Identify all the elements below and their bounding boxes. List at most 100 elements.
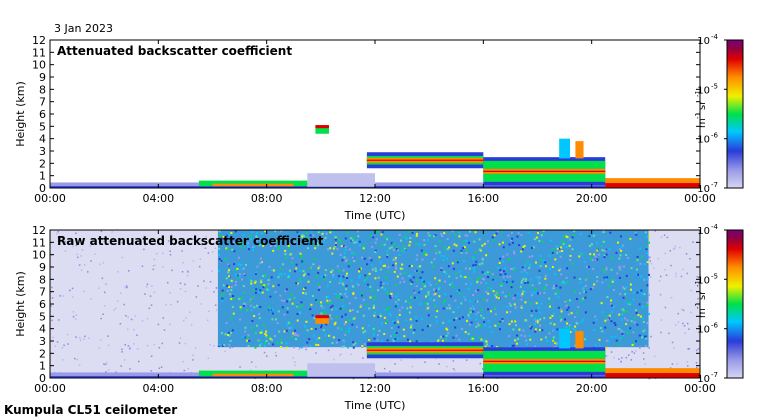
noise-speck: [126, 328, 129, 331]
noise-speck: [372, 268, 375, 271]
noise-speck: [288, 269, 291, 272]
noise-speck: [408, 231, 411, 233]
noise-speck: [630, 320, 633, 323]
noise-speck: [197, 285, 199, 287]
noise-speck: [192, 359, 194, 361]
noise-speck: [512, 328, 515, 331]
noise-speck: [483, 278, 485, 281]
noise-speck: [509, 275, 512, 278]
noise-speck: [434, 245, 437, 248]
noise-speck: [681, 308, 683, 311]
noise-speck: [299, 346, 301, 349]
noise-speck: [421, 328, 424, 331]
noise-speck: [295, 334, 298, 336]
noise-speck: [386, 339, 389, 342]
noise-speck: [238, 273, 241, 276]
noise-speck: [360, 304, 363, 307]
noise-speck: [230, 279, 233, 282]
noise-speck: [596, 276, 599, 278]
noise-speck: [279, 294, 282, 297]
noise-speck: [631, 351, 633, 353]
noise-speck: [687, 348, 689, 350]
noise-speck: [410, 283, 413, 285]
noise-speck: [552, 339, 555, 342]
noise-speck: [458, 338, 461, 341]
noise-speck: [71, 287, 74, 290]
noise-speck: [601, 230, 604, 233]
noise-speck: [313, 317, 316, 320]
noise-speck: [141, 320, 144, 322]
noise-speck: [396, 248, 398, 251]
noise-speck: [352, 377, 355, 380]
noise-speck: [285, 288, 288, 291]
noise-speck: [309, 243, 312, 246]
noise-speck: [242, 267, 245, 270]
noise-speck: [511, 241, 514, 244]
noise-speck: [442, 258, 445, 261]
noise-speck: [372, 304, 375, 307]
noise-speck: [393, 334, 396, 337]
noise-speck: [286, 307, 289, 310]
noise-speck: [359, 274, 361, 277]
noise-speck: [374, 267, 377, 270]
noise-speck: [478, 248, 481, 251]
noise-speck: [241, 278, 243, 281]
noise-speck: [390, 314, 393, 317]
noise-speck: [482, 258, 484, 261]
noise-speck: [369, 285, 372, 288]
noise-speck: [589, 244, 591, 247]
noise-speck: [472, 256, 474, 259]
bl-evening: [605, 178, 700, 188]
noise-speck: [685, 253, 688, 255]
noise-speck: [508, 293, 511, 296]
noise-speck: [535, 236, 538, 239]
noise-speck: [456, 261, 459, 264]
noise-speck: [255, 288, 258, 291]
noise-speck: [186, 270, 189, 272]
noise-speck: [638, 346, 641, 349]
noise-speck: [322, 231, 325, 234]
noise-speck: [385, 236, 387, 239]
noise-speck: [467, 332, 470, 335]
noise-speck: [609, 303, 612, 306]
noise-speck: [277, 276, 280, 279]
noise-speck: [511, 344, 514, 347]
noise-speck: [535, 261, 537, 264]
noise-speck: [517, 232, 520, 235]
noise-speck: [501, 291, 504, 294]
noise-speck: [635, 273, 638, 276]
noise-speck: [325, 323, 328, 326]
noise-speck: [77, 256, 79, 259]
noise-speck: [475, 318, 478, 321]
noise-speck: [320, 324, 323, 327]
noise-speck: [313, 334, 315, 337]
noise-speck: [62, 295, 65, 297]
noise-speck: [584, 285, 587, 287]
noise-speck: [614, 335, 617, 338]
noise-speck: [262, 286, 265, 289]
noise-speck: [598, 338, 601, 341]
noise-speck: [610, 279, 613, 282]
noise-speck: [316, 300, 319, 303]
noise-speck: [610, 336, 613, 338]
noise-speck: [566, 308, 569, 311]
noise-speck: [255, 272, 257, 275]
noise-speck: [370, 259, 373, 262]
noise-speck: [568, 238, 571, 241]
noise-speck: [610, 351, 613, 353]
noise-speck: [540, 302, 543, 305]
noise-speck: [343, 252, 346, 255]
noise-speck: [294, 329, 297, 332]
noise-speck: [348, 319, 351, 322]
noise-speck: [260, 343, 263, 345]
noise-speck: [649, 260, 651, 262]
noise-speck: [435, 315, 438, 318]
noise-speck: [340, 296, 343, 299]
noise-speck: [392, 320, 394, 323]
noise-speck: [158, 367, 161, 369]
noise-speck: [301, 234, 304, 237]
noise-speck: [618, 358, 620, 360]
noise-speck: [669, 367, 672, 369]
noise-speck: [254, 331, 257, 334]
noise-speck: [239, 242, 241, 244]
